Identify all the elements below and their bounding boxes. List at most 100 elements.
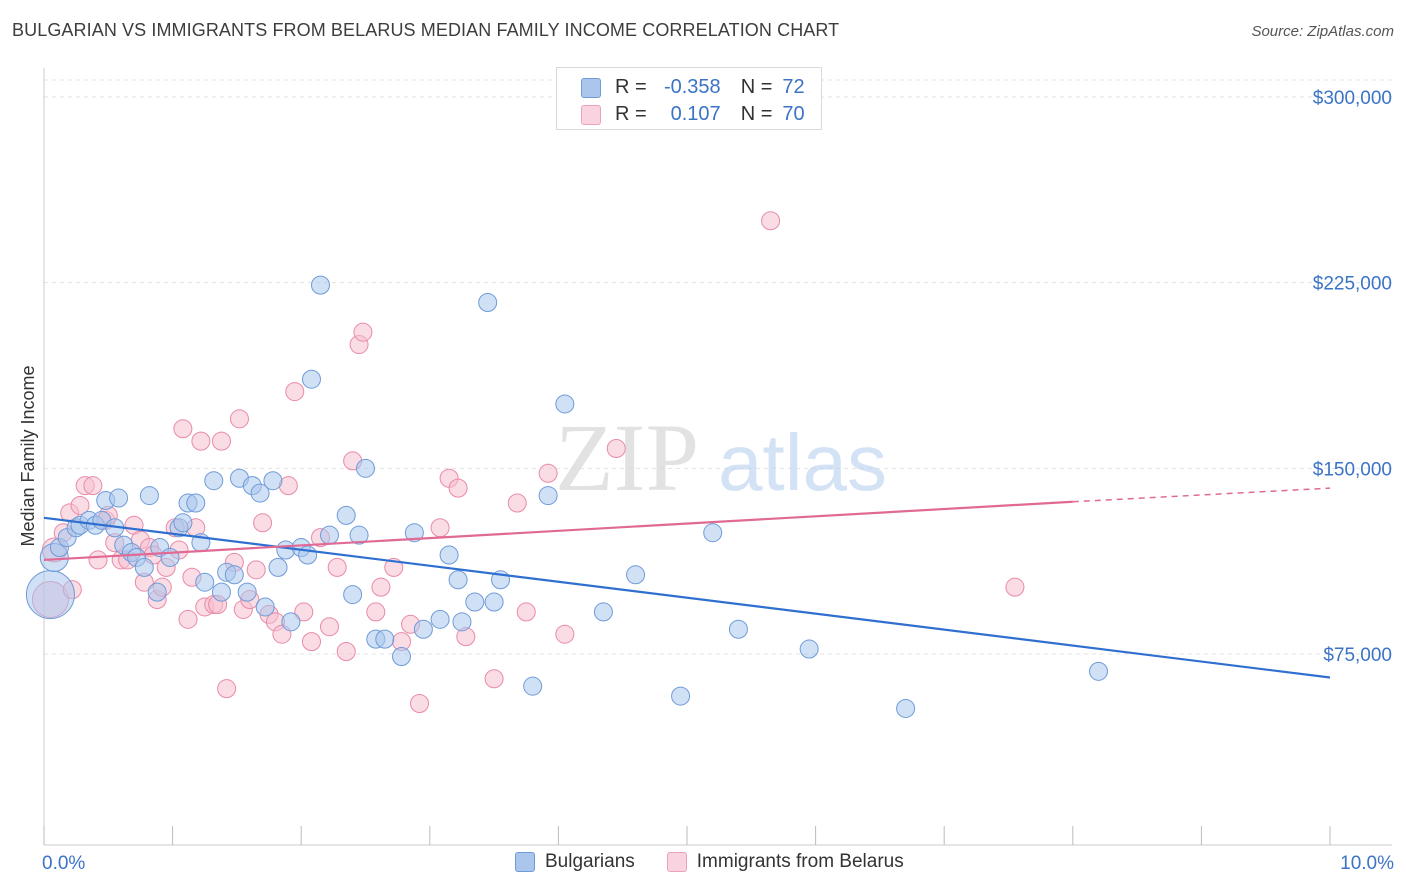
- point-bulgarians: [538, 486, 558, 506]
- point-bulgarians: [319, 525, 339, 545]
- point-belarus: [319, 617, 339, 637]
- point-bulgarians: [452, 612, 472, 632]
- point-bulgarians: [195, 572, 215, 592]
- point-belarus: [327, 557, 347, 577]
- point-bulgarians: [478, 292, 498, 312]
- point-bulgarians: [896, 698, 916, 718]
- point-belarus: [70, 495, 90, 515]
- r-value-belarus: 0.107: [670, 103, 721, 125]
- point-bulgarians: [465, 592, 485, 612]
- point-belarus: [211, 431, 231, 451]
- point-bulgarians: [484, 592, 504, 612]
- r-label: R =: [615, 103, 647, 125]
- point-belarus: [507, 493, 527, 513]
- trend-line-belarus: [43, 500, 1073, 562]
- point-belarus: [448, 478, 468, 498]
- trend-line-bulgarians: [43, 516, 1331, 679]
- point-bulgarians: [263, 471, 283, 491]
- grid-layer: [44, 79, 1392, 655]
- watermark: ZIP atlas: [555, 404, 887, 511]
- point-bulgarians: [392, 646, 412, 666]
- point-bulgarians: [147, 582, 167, 602]
- point-belarus: [246, 560, 266, 580]
- point-bulgarians: [301, 369, 321, 389]
- trend-lines: [43, 487, 1331, 679]
- point-bulgarians: [173, 513, 193, 533]
- point-belarus: [606, 439, 626, 459]
- swatch-pink: [581, 104, 601, 125]
- point-bulgarians: [310, 275, 330, 295]
- point-bulgarians: [349, 525, 369, 545]
- y-tick-label: $225,000: [1313, 274, 1392, 295]
- legend-swatch-pink: [666, 852, 687, 872]
- point-belarus: [761, 211, 781, 231]
- point-bulgarians: [728, 619, 748, 639]
- point-belarus: [253, 513, 273, 533]
- point-belarus: [1005, 577, 1025, 597]
- point-bulgarians: [109, 488, 129, 508]
- axis-layer: [43, 68, 1392, 846]
- point-belarus: [83, 476, 103, 496]
- point-belarus: [430, 518, 450, 538]
- legend-item-bulgarians[interactable]: Bulgarians: [515, 851, 635, 873]
- y-tick-label: $300,000: [1313, 88, 1392, 109]
- n-label: N =: [740, 76, 773, 98]
- point-bulgarians: [430, 609, 450, 629]
- point-bulgarians: [626, 565, 646, 585]
- n-label: N =: [740, 103, 773, 125]
- point-bulgarians: [343, 585, 363, 605]
- stats-row-belarus: R = 0.107 N = 70: [581, 103, 805, 126]
- legend-swatch-blue: [515, 852, 535, 872]
- point-belarus: [484, 669, 504, 689]
- y-axis-label: Median Family Income: [18, 365, 38, 546]
- point-bulgarians: [703, 523, 723, 543]
- stats-legend: R = -0.358 N = 72 R = 0.107 N = 70: [556, 67, 822, 130]
- point-bulgarians: [593, 602, 613, 622]
- x-tick-label: 0.0%: [42, 853, 85, 874]
- point-bulgarians: [298, 545, 318, 565]
- point-bulgarians: [139, 486, 159, 506]
- point-belarus: [301, 632, 321, 652]
- trend-line-belarus-extension: [1072, 487, 1331, 503]
- tick-labels: $75,000 $150,000 $225,000 $300,000 0.0% 10.0%: [42, 88, 1394, 874]
- y-tick-label: $150,000: [1313, 459, 1392, 480]
- point-bulgarians: [413, 619, 433, 639]
- point-belarus: [336, 642, 356, 662]
- point-bulgarians: [356, 458, 375, 478]
- point-bulgarians: [555, 394, 575, 414]
- watermark-atlas: atlas: [718, 418, 887, 507]
- point-bulgarians: [404, 523, 424, 543]
- point-belarus: [555, 624, 575, 644]
- point-bulgarians: [211, 582, 231, 602]
- point-bulgarians: [281, 612, 301, 632]
- point-bulgarians: [375, 629, 395, 649]
- point-belarus: [88, 550, 108, 570]
- point-belarus: [516, 602, 536, 622]
- point-bulgarians: [250, 483, 270, 503]
- point-belarus: [285, 382, 305, 402]
- point-bulgarians: [448, 570, 468, 590]
- point-bulgarians: [439, 545, 459, 565]
- point-bulgarians: [134, 557, 154, 577]
- point-bulgarians: [523, 676, 543, 696]
- point-bulgarians: [204, 471, 224, 491]
- point-bulgarians: [237, 582, 257, 602]
- point-bulgarians: [160, 547, 180, 567]
- point-bulgarians: [186, 493, 206, 513]
- point-bulgarians: [671, 686, 691, 706]
- point-bulgarians: [1089, 661, 1109, 681]
- point-bulgarians: [224, 565, 244, 585]
- point-belarus: [366, 602, 386, 622]
- point-belarus: [173, 419, 193, 439]
- legend-item-belarus[interactable]: Immigrants from Belarus: [666, 851, 904, 873]
- series-bulgarians: [25, 275, 1109, 718]
- n-value-bulgarians: 72: [782, 76, 805, 98]
- point-belarus: [294, 602, 314, 622]
- point-belarus: [371, 577, 391, 597]
- series-legend: Bulgarians Immigrants from Belarus: [515, 851, 936, 873]
- point-belarus: [410, 694, 430, 714]
- point-belarus: [178, 609, 198, 629]
- r-value-bulgarians: -0.358: [663, 76, 721, 98]
- swatch-blue: [581, 77, 601, 98]
